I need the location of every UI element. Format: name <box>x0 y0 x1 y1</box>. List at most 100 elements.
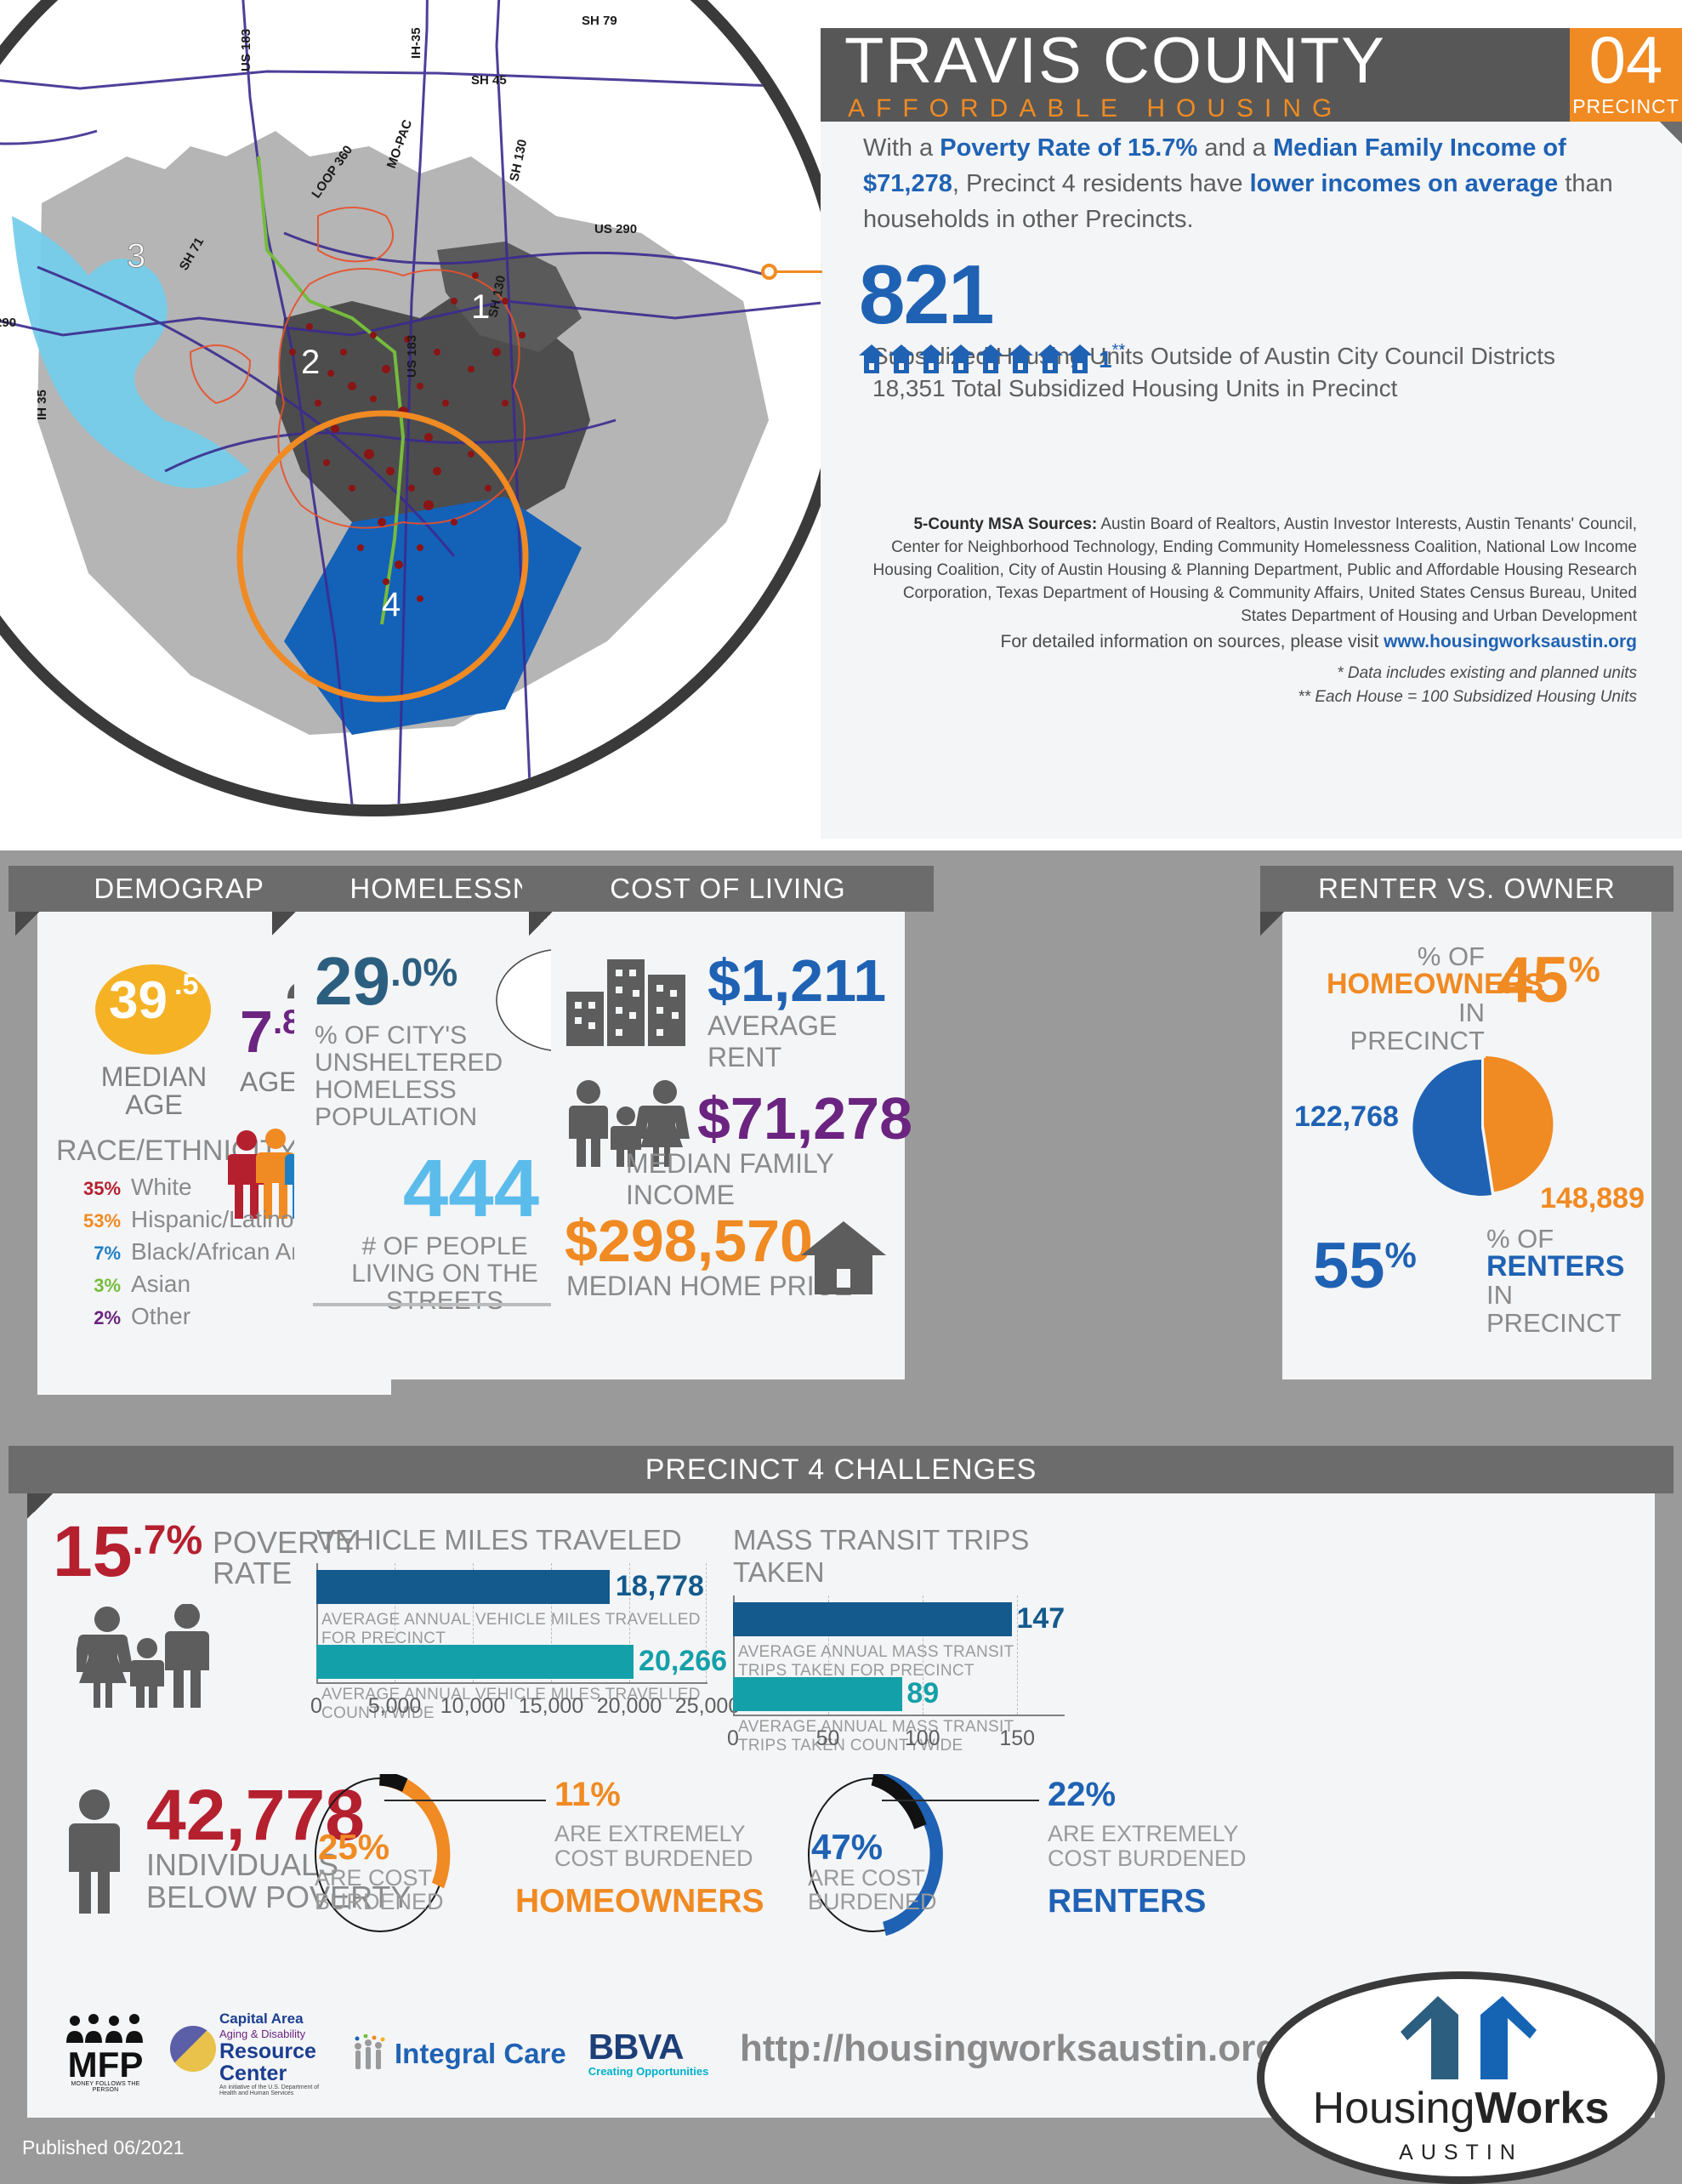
svg-text:SH 79: SH 79 <box>582 14 617 28</box>
house-icon <box>1067 344 1093 373</box>
bar-vmt-countywide[interactable] <box>316 1645 634 1679</box>
house-footnote-asterisks: ** <box>1111 341 1126 360</box>
precinct-1-label: 1 <box>471 288 490 326</box>
homeowner-extremely-burdened-label: ARE EXTREMELY COST BURDENED <box>554 1821 753 1871</box>
housingworks-sub: AUSTIN <box>1399 2141 1523 2164</box>
intro-paragraph: With a Poverty Rate of 15.7% and a Media… <box>863 130 1628 237</box>
svg-text:IH-35: IH-35 <box>409 27 423 59</box>
bar-transit-precinct[interactable] <box>733 1602 1012 1636</box>
title-bar: TRAVIS COUNTY AFFORDABLE HOUSING 04 PREC… <box>821 23 1682 122</box>
subsidized-total-number: 18,351 <box>872 375 946 401</box>
precinct-map[interactable]: 1 2 3 4 US 183 SH 29 IH 35 SH 79 IH-35 S… <box>0 0 850 816</box>
map-graphic: 1 2 3 4 US 183 SH 29 IH 35 SH 79 IH-35 S… <box>0 0 838 805</box>
svg-text:US 290: US 290 <box>594 222 637 236</box>
axis-labels-vmt: 0 5,000 10,000 15,000 20,000 25,000 <box>310 1694 740 1723</box>
card-cost-of-living: COST OF LIVING <box>522 866 934 1400</box>
renters-count-value: 122,768 <box>1294 1101 1399 1133</box>
person-icon <box>69 1789 120 1914</box>
mfp-logo: MFP MONEY FOLLOWS THE PERSON <box>61 2014 150 2093</box>
individuals-below-poverty-label: INDIVIDUALS BELOW POVERTY <box>146 1847 412 1914</box>
median-age-whole: 39 <box>109 971 168 1030</box>
card-title-renter-vs-owner: RENTER VS. OWNER <box>1260 866 1673 912</box>
page-subtitle: AFFORDABLE HOUSING <box>848 94 1344 122</box>
mfp-logo-text: MFP <box>67 2045 144 2084</box>
card-body-renter-vs-owner: % OF HOMEOWNERS IN PRECINCT 45% 122,768 … <box>1260 912 1651 1379</box>
house-icon <box>889 344 914 373</box>
svg-text:US 183: US 183 <box>239 29 253 71</box>
card-fold-corner <box>272 912 296 936</box>
renter-extremely-burdened-pct: 22% <box>1048 1776 1117 1813</box>
axis-tick-1: 5,000 <box>367 1694 422 1718</box>
median-age-badge: 39 .5 <box>95 964 211 1055</box>
intro-bold2: Median Family Income of $71,278 <box>863 134 1566 197</box>
page-title: TRAVIS COUNTY <box>844 25 1386 97</box>
bar-caption-vmt-precinct: AVERAGE ANNUAL VEHICLE MILES TRAVELLED F… <box>321 1611 701 1647</box>
bbva-sub: Creating Opportunities <box>588 2065 709 2078</box>
card-body-cost-of-living: $1,211 AVERAGE RENT $71,278 MEDIAN FAMIL… <box>529 912 912 1379</box>
carc-line1: Capital Area <box>219 2011 304 2027</box>
renters-group-name: RENTERS <box>1048 1883 1207 1920</box>
average-rent-label: AVERAGE RENT <box>707 1010 838 1072</box>
bar-caption-transit-precinct: AVERAGE ANNUAL MASS TRANSIT TRIPS TAKEN … <box>738 1643 1014 1680</box>
axis-tick-2: 100 <box>904 1726 940 1750</box>
intro-bold1: Poverty Rate of 15.7% <box>940 134 1198 162</box>
sources-visit-url[interactable]: www.housingworksaustin.org <box>1384 632 1637 651</box>
precinct-2-label: 2 <box>301 344 320 381</box>
renter-percent-symbol: % <box>1384 1235 1417 1275</box>
challenges-title: PRECINCT 4 CHALLENGES <box>9 1446 1673 1493</box>
homeowner-percent-symbol: % <box>1568 949 1600 989</box>
intro-part3: , Precinct 4 residents have <box>952 170 1250 197</box>
housingworks-badge: HousingWorks AUSTIN <box>1257 1971 1665 2184</box>
housingworks-logo-icon <box>1401 1996 1537 2079</box>
top-section: 1 2 3 4 US 183 SH 29 IH 35 SH 79 IH-35 S… <box>0 0 1682 850</box>
unsheltered-pct-label: % OF CITY'S UNSHELTERED HOMELESS POPULAT… <box>315 1021 503 1131</box>
family-poverty-icon <box>77 1604 209 1708</box>
partner-logos: MFP MONEY FOLLOWS THE PERSON Capital Are… <box>61 2011 708 2096</box>
median-home-price-value: $298,570 <box>565 1208 813 1274</box>
renter-percent-number: 55 <box>1313 1230 1385 1302</box>
published-date: Published 06/2021 <box>22 2136 185 2158</box>
housingworks-name-bold: Works <box>1475 2084 1610 2133</box>
buildings-icon <box>566 959 685 1046</box>
chart-mass-transit-trips: MASS TRANSIT TRIPS TAKEN 147 AVERAGE ANN… <box>727 1524 1065 1755</box>
gridline <box>629 1563 630 1682</box>
capital-area-resource-center-logo: Capital Area Aging & Disability Resource… <box>170 2011 337 2096</box>
race-label-white: White <box>131 1174 192 1200</box>
bar-value-vmt-precinct: 18,778 <box>615 1570 704 1602</box>
race-pct-black-african-american: 7% <box>94 1243 121 1264</box>
highway-lines <box>0 0 838 805</box>
bar-transit-countywide[interactable] <box>733 1677 902 1711</box>
website-url[interactable]: http://housingworksaustin.org <box>740 2028 1279 2069</box>
housingworks-name-light: Housing <box>1312 2084 1475 2133</box>
renter-percent: 55% <box>1313 1234 1417 1299</box>
homeowner-label-block: % OF HOMEOWNERS IN PRECINCT <box>1327 942 1543 1055</box>
panel-fold-corner <box>1660 122 1682 144</box>
unsheltered-pct-whole: 29 <box>315 943 390 1019</box>
gridline <box>473 1563 474 1682</box>
sources-body: Austin Board of Realtors, Austin Investo… <box>872 515 1637 625</box>
sources-visit-prefix: For detailed information on sources, ple… <box>1000 632 1384 651</box>
svg-text:IH 35: IH 35 <box>35 390 49 420</box>
average-rent-value: $1,211 <box>707 947 887 1014</box>
housing-units-dots <box>289 272 526 602</box>
footnote-2: ** Each House = 100 Subsidized Housing U… <box>1298 688 1637 706</box>
homeowner-percent: 45% <box>1497 948 1600 1013</box>
house-icon <box>859 344 884 373</box>
bar-vmt-precinct[interactable] <box>316 1570 611 1604</box>
renter-leader-line <box>882 1800 1039 1801</box>
card-fold-corner <box>529 912 553 936</box>
gridline <box>827 1595 829 1715</box>
people-on-streets-count: 444 <box>402 1143 540 1234</box>
carc-emblem <box>170 2026 216 2072</box>
renter-label-block: % OF RENTERS IN PRECINCT <box>1486 1225 1651 1337</box>
axis-tick-0: 0 <box>310 1694 322 1718</box>
unsheltered-pct-value: 29.0% <box>315 947 457 1015</box>
axis-tick-1: 50 <box>815 1726 840 1750</box>
carc-line5: An initiative of the U.S. Department of … <box>219 2084 320 2096</box>
house-icon <box>918 344 944 373</box>
renter-cost-burden-donut <box>808 1774 943 1936</box>
axis-line-vmt <box>316 1682 707 1684</box>
sources-heading: 5-County MSA Sources: <box>913 515 1098 533</box>
house-icon <box>978 344 1003 373</box>
bbva-logo: BBVA Creating Opportunities <box>588 2029 709 2079</box>
